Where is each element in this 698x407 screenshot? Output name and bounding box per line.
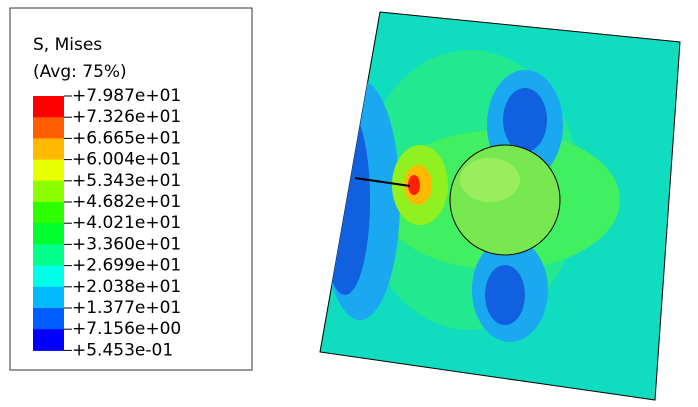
model xyxy=(319,11,681,401)
color-band xyxy=(33,329,64,351)
color-band xyxy=(33,202,64,224)
color-band xyxy=(33,180,64,203)
legend-label: +3.360e+01 xyxy=(72,234,181,254)
legend-label: +5.343e+01 xyxy=(72,171,181,191)
legend-label: +2.699e+01 xyxy=(72,256,181,276)
color-band xyxy=(33,159,64,182)
legend-label: +6.665e+01 xyxy=(72,128,181,148)
legend-label: +7.326e+01 xyxy=(72,107,181,127)
legend-label: +7.987e+01 xyxy=(72,86,181,106)
color-band xyxy=(33,223,64,245)
legend-label: +2.038e+01 xyxy=(72,277,181,297)
legend-scale: +7.987e+01+7.326e+01+6.665e+01+6.004e+01… xyxy=(33,86,181,360)
legend-label: +4.682e+01 xyxy=(72,192,181,212)
color-band xyxy=(33,265,64,288)
color-band xyxy=(33,117,64,139)
legend-label: +7.156e+00 xyxy=(72,319,181,339)
color-band xyxy=(33,244,64,267)
color-band xyxy=(33,138,64,161)
color-band xyxy=(33,96,64,118)
legend-subtitle: (Avg: 75%) xyxy=(33,62,127,82)
color-band xyxy=(33,308,64,330)
legend-label: +5.453e-01 xyxy=(72,340,173,360)
legend-label: +1.377e+01 xyxy=(72,298,181,318)
legend-label: +4.021e+01 xyxy=(72,213,181,233)
legend-label: +6.004e+01 xyxy=(72,150,181,170)
color-band xyxy=(33,286,64,309)
legend-title: S, Mises xyxy=(33,35,102,55)
